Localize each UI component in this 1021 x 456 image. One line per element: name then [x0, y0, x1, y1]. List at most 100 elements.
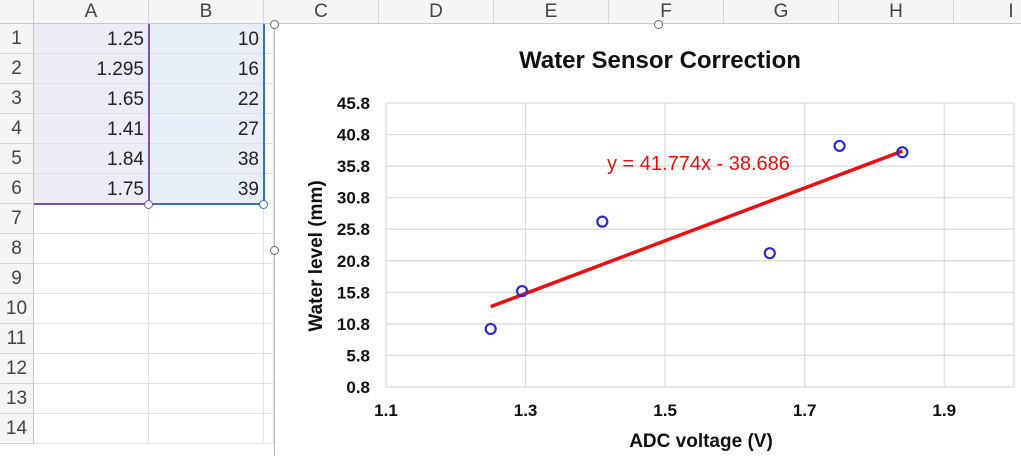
cell-c[interactable]: [264, 264, 274, 294]
y-tick-label: 0.8: [346, 378, 370, 397]
cell-b[interactable]: [149, 384, 264, 414]
cell-a[interactable]: [34, 354, 149, 384]
trendline[interactable]: [490, 149, 903, 309]
y-tick-label: 10.8: [337, 315, 370, 334]
selection-border-a: [34, 203, 149, 205]
cell-c[interactable]: [264, 414, 274, 444]
row-header-2[interactable]: 2: [0, 54, 34, 84]
row-header-13[interactable]: 13: [0, 384, 34, 414]
data-point[interactable]: [596, 215, 609, 228]
selected-range-b: [149, 24, 264, 204]
row-header-14[interactable]: 14: [0, 414, 34, 444]
column-header-e[interactable]: E: [494, 0, 609, 24]
chart-resize-handle-left[interactable]: [270, 246, 279, 255]
cell-b[interactable]: [149, 204, 264, 234]
column-header-b[interactable]: B: [149, 0, 264, 24]
row-header-9[interactable]: 9: [0, 264, 34, 294]
chart-area[interactable]: Water Sensor Correction ADC voltage (V) …: [274, 24, 1021, 456]
row-header-7[interactable]: 7: [0, 204, 34, 234]
column-header-h[interactable]: H: [839, 0, 954, 24]
x-tick-label: 1.3: [514, 401, 538, 420]
column-header-d[interactable]: D: [379, 0, 494, 24]
selection-border-b: [149, 203, 264, 205]
row-header-10[interactable]: 10: [0, 294, 34, 324]
row-header-8[interactable]: 8: [0, 234, 34, 264]
cell-b[interactable]: [149, 354, 264, 384]
cell-b[interactable]: 39: [149, 174, 264, 204]
x-axis-title[interactable]: ADC voltage (V): [629, 431, 773, 452]
cell-a[interactable]: [34, 384, 149, 414]
trendline-equation[interactable]: y = 41.774x - 38.686: [607, 153, 790, 175]
cell-a[interactable]: 1.84: [34, 144, 149, 174]
cell-b[interactable]: 38: [149, 144, 264, 174]
data-point[interactable]: [484, 322, 497, 336]
data-point[interactable]: [833, 139, 846, 153]
column-header-g[interactable]: G: [724, 0, 839, 24]
cell-a[interactable]: [34, 204, 149, 234]
resize-handle-a[interactable]: [144, 200, 153, 209]
y-tick-label: 20.8: [337, 252, 370, 271]
cell-c[interactable]: [264, 84, 274, 114]
y-tick-label: 25.8: [337, 220, 370, 239]
selected-range-a: [34, 24, 149, 204]
cell-a[interactable]: [34, 264, 149, 294]
row-header-12[interactable]: 12: [0, 354, 34, 384]
select-all-corner[interactable]: [0, 0, 34, 24]
cell-a[interactable]: 1.25: [34, 24, 149, 54]
cell-b[interactable]: [149, 264, 264, 294]
cell-a[interactable]: [34, 234, 149, 264]
selection-border-b-right: [263, 24, 265, 205]
y-tick-label: 45.8: [337, 94, 370, 113]
cell-c[interactable]: [264, 294, 274, 324]
cell-a[interactable]: [34, 294, 149, 324]
row-header-6[interactable]: 6: [0, 174, 34, 204]
row-header-11[interactable]: 11: [0, 324, 34, 354]
cell-a[interactable]: 1.75: [34, 174, 149, 204]
cell-b[interactable]: 16: [149, 54, 264, 84]
cell-b[interactable]: 10: [149, 24, 264, 54]
chart-resize-handle-top-left[interactable]: [270, 20, 279, 29]
tick-labels: 0.8 5.8 10.8 15.8 20.8 25.8 30.8 35.8 40.8 45.8 1.…: [337, 94, 956, 420]
row-header-3[interactable]: 3: [0, 84, 34, 114]
cell-b[interactable]: [149, 234, 264, 264]
row-header-5[interactable]: 5: [0, 144, 34, 174]
cell-b[interactable]: [149, 414, 264, 444]
cell-a[interactable]: [34, 324, 149, 354]
cell-c[interactable]: [264, 384, 274, 414]
cell-a[interactable]: 1.65: [34, 84, 149, 114]
y-axis-title[interactable]: Water level (mm): [306, 180, 327, 331]
chart-title[interactable]: Water Sensor Correction: [519, 47, 801, 74]
resize-handle-b[interactable]: [259, 200, 268, 209]
cell-a[interactable]: 1.41: [34, 114, 149, 144]
data-point[interactable]: [896, 146, 909, 159]
cell-c[interactable]: [264, 324, 274, 354]
cell-b[interactable]: 22: [149, 84, 264, 114]
y-tick-label: 30.8: [337, 189, 370, 208]
y-tick-label: 35.8: [337, 157, 370, 176]
cell-a[interactable]: [34, 414, 149, 444]
column-header-f[interactable]: F: [609, 0, 724, 24]
column-header-a[interactable]: A: [34, 0, 149, 24]
column-header-c[interactable]: C: [264, 0, 379, 24]
gridlines: [385, 102, 1015, 388]
cell-a[interactable]: 1.295: [34, 54, 149, 84]
cell-b[interactable]: [149, 294, 264, 324]
selection-border-a-right: [148, 24, 150, 205]
cell-c[interactable]: [264, 24, 274, 54]
cell-b[interactable]: [149, 324, 264, 354]
x-tick-label: 1.1: [374, 401, 398, 420]
cell-c[interactable]: [264, 354, 274, 384]
row-header-4[interactable]: 4: [0, 114, 34, 144]
chart-resize-handle-top[interactable]: [654, 20, 663, 29]
cell-c[interactable]: [264, 144, 274, 174]
cell-b[interactable]: 27: [149, 114, 264, 144]
cell-c[interactable]: [264, 54, 274, 84]
column-header-i[interactable]: I: [954, 0, 1021, 24]
cell-c[interactable]: [264, 114, 274, 144]
row-header-1[interactable]: 1: [0, 24, 34, 54]
cell-c[interactable]: [264, 174, 274, 204]
cell-c[interactable]: [264, 204, 274, 234]
data-point[interactable]: [515, 284, 529, 298]
data-point[interactable]: [763, 247, 776, 260]
x-tick-label: 1.9: [932, 401, 956, 420]
